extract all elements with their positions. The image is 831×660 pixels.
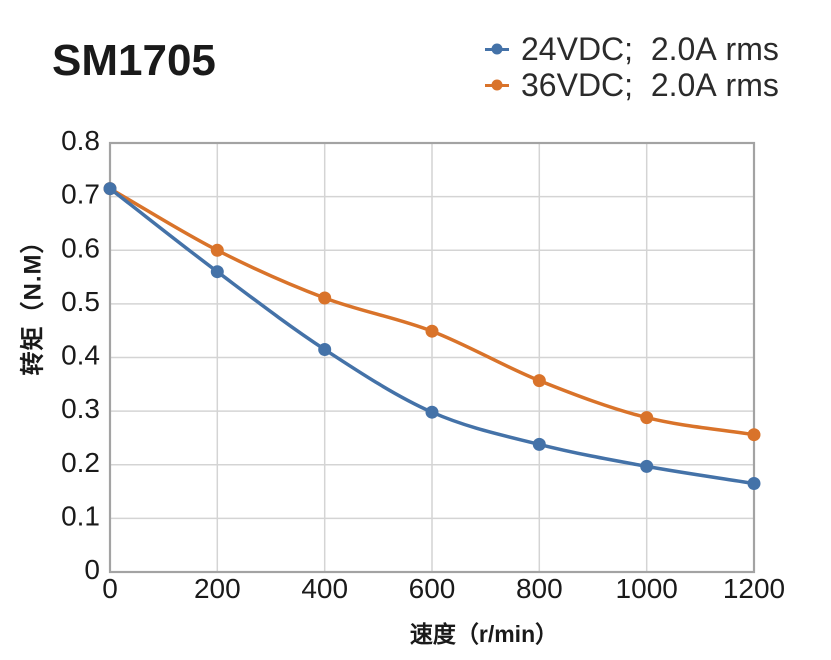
svg-text:0: 0 [84,554,100,585]
svg-text:0.1: 0.1 [61,500,100,531]
svg-text:600: 600 [409,573,456,604]
svg-text:0.7: 0.7 [61,179,100,210]
svg-text:0.8: 0.8 [61,125,100,156]
svg-text:0.4: 0.4 [61,340,100,371]
svg-text:0.3: 0.3 [61,393,100,424]
svg-text:0: 0 [102,573,118,604]
svg-text:0.5: 0.5 [61,286,100,317]
svg-text:400: 400 [301,573,348,604]
svg-text:0.2: 0.2 [61,447,100,478]
svg-text:800: 800 [516,573,563,604]
svg-text:0.6: 0.6 [61,232,100,263]
svg-text:1200: 1200 [723,573,785,604]
svg-text:1000: 1000 [616,573,678,604]
svg-text:200: 200 [194,573,241,604]
